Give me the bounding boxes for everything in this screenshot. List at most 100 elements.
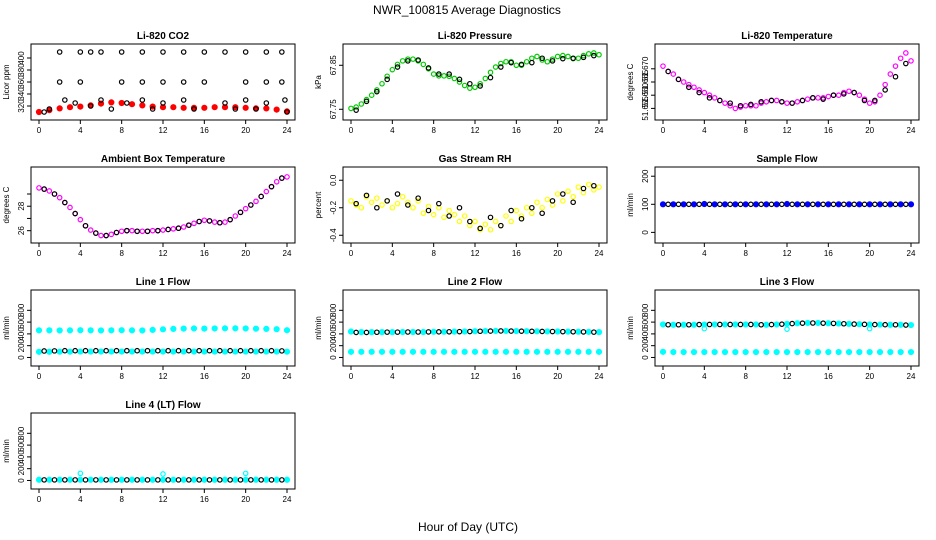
- data-point: [420, 348, 427, 355]
- data-point: [410, 204, 416, 211]
- data-point: [721, 321, 729, 328]
- data-point: [892, 63, 899, 69]
- data-point: [35, 476, 43, 483]
- x-tick-label: 12: [471, 372, 480, 381]
- x-tick-label: 8: [119, 249, 124, 258]
- data-point: [575, 55, 582, 62]
- series-hourly: [41, 477, 285, 483]
- data-point: [565, 188, 571, 195]
- data-point: [175, 225, 182, 232]
- data-point: [825, 348, 832, 356]
- data-point: [554, 53, 561, 60]
- data-point: [248, 477, 254, 483]
- y-tick-label: 600: [641, 315, 650, 329]
- data-point: [686, 84, 692, 91]
- data-point: [273, 476, 280, 483]
- data-point: [77, 476, 84, 483]
- data-point: [62, 97, 68, 103]
- data-point: [72, 100, 78, 106]
- data-point: [882, 321, 888, 328]
- data-point: [560, 328, 566, 335]
- data-point: [415, 198, 421, 204]
- series-hourly: [665, 60, 909, 109]
- x-tick-label: 0: [37, 495, 42, 504]
- data-point: [405, 202, 411, 208]
- data-point: [279, 79, 285, 85]
- data-point: [549, 328, 556, 335]
- data-point: [508, 207, 514, 214]
- x-tick-label: 0: [37, 372, 42, 381]
- data-point: [456, 328, 463, 335]
- data-point: [399, 193, 406, 200]
- data-point: [727, 100, 733, 106]
- data-point: [691, 84, 697, 91]
- data-point: [456, 79, 463, 85]
- data-point: [253, 106, 259, 112]
- data-point: [155, 477, 161, 483]
- data-point: [97, 476, 105, 483]
- data-point: [701, 200, 708, 208]
- y-axis-label: ml/min: [626, 193, 635, 217]
- x-tick-label: 24: [283, 372, 292, 381]
- data-point: [591, 50, 597, 56]
- x-tick-label: 16: [512, 372, 521, 381]
- data-point: [544, 348, 551, 355]
- data-point: [554, 191, 561, 197]
- y-tick-label: 800: [17, 426, 26, 440]
- data-point: [196, 477, 202, 483]
- data-point: [659, 201, 667, 208]
- data-point: [591, 52, 597, 59]
- y-tick-label: 600: [329, 315, 338, 329]
- x-tick-label: 24: [595, 372, 604, 381]
- data-point: [560, 198, 566, 204]
- data-point: [72, 347, 78, 354]
- x-tick-label: 8: [431, 126, 436, 135]
- x-tick-label: 20: [865, 249, 874, 258]
- data-point: [113, 229, 120, 236]
- data-point: [732, 348, 739, 356]
- panel-8: Line 3 Flow ml/min 0 4 8 12 16 20 24 0 20040060080…: [626, 277, 920, 381]
- data-point: [232, 325, 239, 332]
- data-point: [149, 326, 156, 333]
- data-point: [575, 328, 582, 335]
- data-point: [596, 51, 602, 58]
- data-point: [384, 198, 390, 204]
- data-point: [471, 348, 479, 355]
- data-point: [118, 228, 125, 235]
- data-point: [394, 61, 401, 68]
- x-tick-label: 4: [78, 249, 83, 258]
- data-point: [221, 348, 229, 355]
- data-point: [533, 348, 541, 355]
- data-point: [887, 321, 894, 328]
- data-point: [696, 321, 702, 328]
- data-point: [907, 348, 915, 356]
- data-point: [56, 105, 63, 112]
- data-point: [389, 329, 396, 336]
- x-tick-label: 24: [595, 126, 604, 135]
- data-point: [242, 348, 249, 355]
- data-point: [283, 327, 291, 334]
- y-tick-label: 51.660: [641, 82, 650, 107]
- data-point: [544, 196, 551, 203]
- data-point: [353, 107, 359, 113]
- data-point: [77, 348, 84, 355]
- data-point: [441, 73, 447, 79]
- x-tick-label: 0: [37, 126, 42, 135]
- series-fine-average-low: [35, 348, 291, 355]
- data-point: [415, 329, 421, 335]
- data-point: [696, 87, 702, 93]
- data-point: [144, 347, 151, 354]
- data-point: [35, 108, 43, 116]
- data-point: [794, 99, 801, 105]
- data-point: [783, 320, 791, 327]
- data-point: [368, 92, 375, 99]
- y-tick-label: 400: [17, 51, 26, 65]
- data-point: [237, 209, 244, 216]
- data-point: [35, 348, 43, 355]
- x-tick-label: 8: [743, 249, 748, 258]
- data-point: [752, 348, 760, 356]
- data-point: [190, 348, 198, 355]
- data-point: [170, 348, 177, 355]
- data-point: [814, 348, 822, 356]
- data-point: [248, 202, 254, 208]
